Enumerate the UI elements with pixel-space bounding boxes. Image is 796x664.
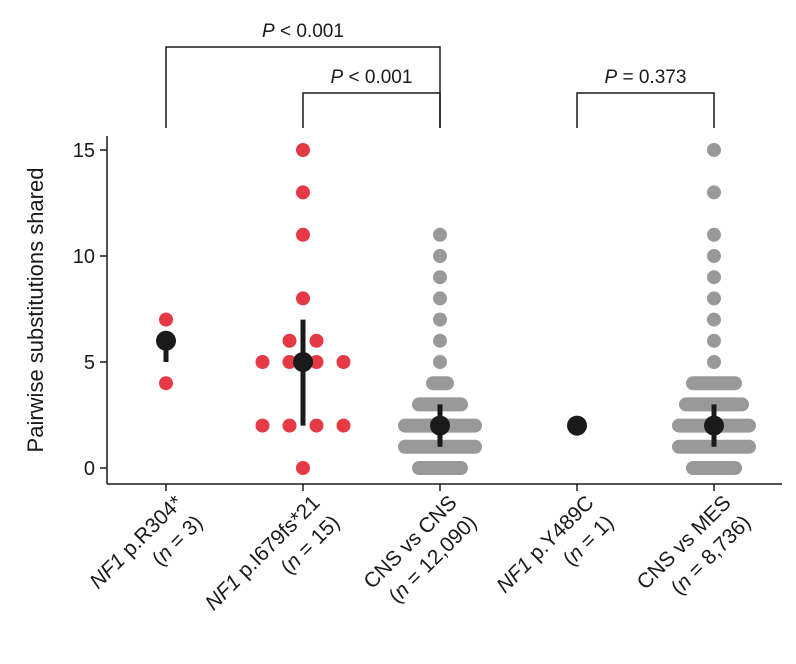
distribution-point <box>707 333 721 348</box>
data-point <box>309 333 324 348</box>
distribution-point <box>433 249 447 263</box>
data-point <box>282 355 297 369</box>
distribution-point <box>707 312 721 327</box>
distribution-point <box>433 270 447 285</box>
p-value-label: P < 0.001 <box>331 67 413 88</box>
data-point <box>159 312 173 327</box>
distribution-point <box>707 143 721 157</box>
data-point <box>159 376 173 391</box>
data-point <box>296 461 310 475</box>
distribution-point <box>433 312 447 327</box>
median-marker <box>567 415 587 436</box>
data-point <box>296 143 310 157</box>
data-point <box>296 185 310 200</box>
distribution-point <box>707 270 721 285</box>
significance-bracket <box>576 92 715 128</box>
data-point <box>282 418 297 433</box>
p-value: = 0.373 <box>617 67 686 88</box>
median-marker <box>430 415 450 436</box>
distribution-point <box>707 185 721 200</box>
summary-markers <box>156 319 724 447</box>
median-marker <box>293 352 313 372</box>
distribution-point <box>433 333 447 348</box>
data-point <box>309 355 324 369</box>
y-tick-label: 10 <box>73 246 95 268</box>
significance-bracket <box>165 46 441 128</box>
distribution-point <box>707 291 721 306</box>
data-point <box>255 418 270 433</box>
p-symbol: P <box>262 21 275 42</box>
distribution-point <box>707 227 721 242</box>
p-value: < 0.001 <box>275 21 344 42</box>
y-tick-label: 5 <box>84 352 95 374</box>
y-axis-label: Pairwise substitutions shared <box>23 168 48 453</box>
distribution-point <box>707 355 721 369</box>
data-point <box>336 355 351 369</box>
significance-bracket <box>302 92 441 128</box>
distribution-point <box>433 227 447 242</box>
distribution-point <box>707 249 721 263</box>
p-value-label: P = 0.373 <box>605 67 687 88</box>
x-tick-label: CNS vs CNS(n = 12,090) <box>359 491 481 608</box>
y-tick-label: 0 <box>84 458 95 480</box>
data-points <box>159 143 756 475</box>
p-symbol: P <box>605 67 618 88</box>
data-point <box>336 418 351 433</box>
p-value: < 0.001 <box>343 67 412 88</box>
x-tick-label: NF1 p.R304*(n = 3) <box>85 491 207 593</box>
data-point <box>296 227 310 242</box>
median-marker <box>704 415 724 436</box>
distribution-point <box>433 291 447 306</box>
data-point <box>309 418 324 433</box>
data-point <box>255 355 270 369</box>
distribution-point <box>433 355 447 369</box>
x-tick-label: NF1 p.I679fs*21(n = 15) <box>201 491 344 615</box>
median-marker <box>156 330 176 351</box>
data-point <box>282 333 297 348</box>
data-point <box>296 291 310 306</box>
y-tick-label: 15 <box>73 140 95 162</box>
x-tick-label: NF1 p.Y489C(n = 1) <box>492 491 618 597</box>
p-symbol: P <box>331 67 344 88</box>
p-value-label: P < 0.001 <box>262 21 344 42</box>
x-tick-label: CNS vs MES(n = 8,736) <box>633 491 756 599</box>
